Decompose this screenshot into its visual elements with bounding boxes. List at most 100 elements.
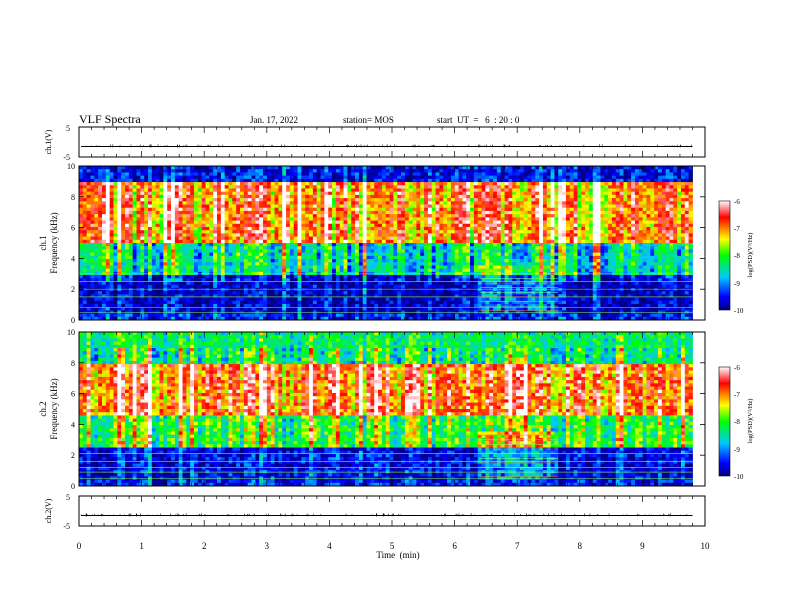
spectrogram-cell (293, 316, 298, 321)
spectrogram-cell (167, 275, 172, 279)
spectrogram-cell (136, 307, 141, 311)
spectrogram-cell (148, 259, 153, 263)
spectrogram-cell (197, 236, 203, 241)
spectrogram-cell (243, 284, 249, 289)
spectrogram-cell (293, 252, 298, 257)
spectrogram-cell (220, 300, 226, 305)
spectrogram-cell (240, 239, 245, 244)
spectrogram-cell (378, 207, 383, 212)
spectrogram-cell (297, 239, 302, 244)
spectrogram-cell (370, 201, 375, 205)
spectrogram-cell (450, 313, 456, 318)
spectrogram-cell (439, 307, 444, 311)
spectrogram-cell (355, 185, 360, 189)
spectrogram-cell (259, 297, 264, 302)
spectrogram-cell (186, 182, 191, 186)
spectrogram-cell (236, 281, 241, 286)
spectrogram-cell (201, 262, 206, 266)
spectrogram-cell (232, 233, 237, 237)
spectrogram-cell (117, 275, 122, 279)
spectrogram-cell (94, 194, 99, 199)
spectrogram-cell (312, 249, 318, 254)
spectrogram-cell (109, 210, 114, 215)
spectrogram-cell (416, 169, 421, 173)
spectrogram-cell (324, 236, 329, 241)
spectrogram-cell (424, 172, 429, 177)
spectrogram-cell (420, 175, 425, 180)
spectrogram-cell (125, 287, 130, 292)
spectrogram-cell (339, 230, 344, 234)
spectrogram-cell (393, 316, 398, 321)
spectrogram-cell (332, 313, 337, 318)
spectrogram-cell (174, 275, 180, 279)
spectrogram-cell (128, 313, 134, 318)
spectrogram-cell (401, 185, 406, 189)
spectrogram-cell (136, 175, 141, 180)
spectrogram-cell (439, 185, 444, 189)
spectrogram-cell (435, 316, 440, 321)
spectrogram-cell (247, 178, 252, 183)
spectrogram-cell (255, 188, 260, 193)
spectrogram-cell (282, 226, 287, 231)
spectrogram-cell (370, 175, 375, 180)
spectrogram-cell (454, 297, 459, 302)
spectrogram-cell (374, 210, 379, 215)
spectrogram-cell (117, 201, 122, 205)
spectrogram-cell (194, 284, 199, 289)
spectrogram-cell (182, 281, 187, 286)
spectrogram-cell (151, 243, 157, 247)
spectrogram-cell (136, 252, 141, 257)
spectrogram-cell (385, 307, 390, 311)
spectrogram-cell (412, 303, 417, 308)
spectrogram-cell (343, 278, 348, 282)
spectrogram-cell (289, 223, 295, 228)
spectrogram-cell (209, 185, 214, 189)
spectrogram-cell (109, 303, 114, 308)
spectrogram-cell (113, 217, 118, 221)
spectrogram-cell (335, 268, 341, 273)
spectrogram-cell (220, 236, 226, 241)
spectrogram-cell (94, 252, 99, 257)
spectrogram-cell (439, 239, 444, 244)
spectrogram-cell (278, 191, 283, 196)
spectrogram-cell (424, 291, 429, 295)
spectrogram-cell (163, 316, 168, 321)
spectrogram-cell (136, 265, 141, 270)
ch1-waveform-tick-top: 5 (66, 124, 70, 133)
spectrogram-cell (247, 214, 252, 218)
spectrogram-cell (190, 284, 195, 289)
spectrogram-cell (293, 294, 298, 298)
spectrogram-cell (213, 236, 218, 241)
spectrogram-cell (247, 259, 252, 263)
spectrogram-cell (362, 188, 367, 193)
spectrogram-cell (151, 201, 157, 205)
spectrogram-cell (358, 194, 364, 199)
spectrogram-cell (358, 166, 364, 170)
spectrogram-cell (404, 194, 410, 199)
spectrogram-cell (462, 307, 467, 311)
spectrogram-cell (140, 259, 145, 263)
spectrogram-cell (121, 217, 126, 221)
spectrogram-cell (389, 185, 394, 189)
spectrogram-cell (305, 281, 310, 286)
spectrogram-cell (125, 297, 130, 302)
spectrogram-cell (174, 194, 180, 199)
spectrogram-cell (194, 191, 199, 196)
spectrogram-cell (301, 268, 306, 273)
spectrogram-cell (266, 172, 272, 177)
spectrogram-cell (408, 214, 413, 218)
spectrogram-cell (450, 252, 456, 257)
spectrogram-cell (431, 307, 436, 311)
spectrogram-cell (132, 249, 137, 254)
spectrogram-cell (174, 236, 180, 241)
spectrogram-cell (171, 249, 176, 254)
spectrogram-cell (213, 220, 218, 225)
spectrogram-cell (339, 198, 344, 202)
spectrogram-cell (447, 265, 452, 270)
spectrogram-cell (347, 297, 352, 302)
spectrogram-cell (128, 262, 134, 266)
spectrogram-cell (286, 182, 291, 186)
spectrogram-cell (201, 223, 206, 228)
spectrogram-cell (309, 265, 314, 270)
spectrogram-cell (136, 284, 141, 289)
